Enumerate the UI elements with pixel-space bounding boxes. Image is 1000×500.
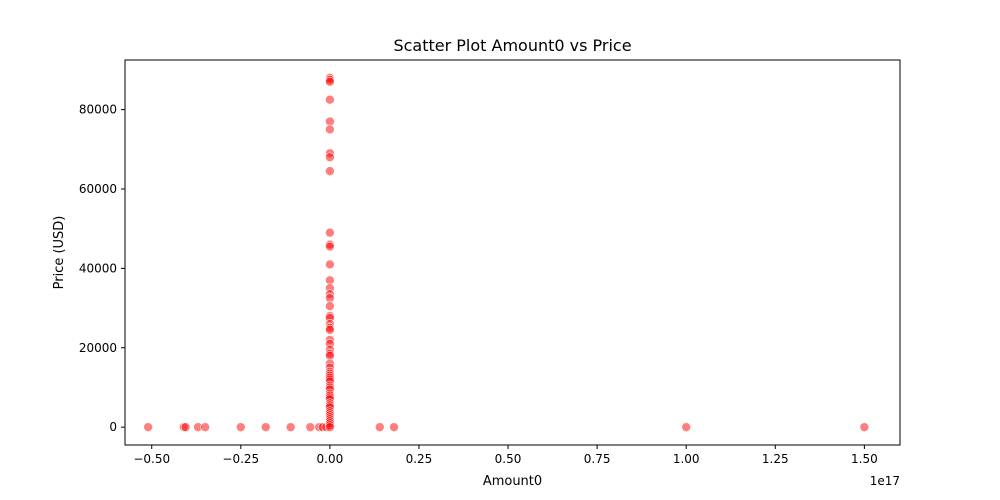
y-tick-label: 80000 bbox=[79, 103, 117, 117]
x-tick-label: 0.50 bbox=[495, 452, 522, 466]
scatter-point bbox=[325, 152, 335, 163]
scatter-point bbox=[325, 77, 335, 87]
scatter-point bbox=[325, 259, 335, 270]
scatter-point bbox=[200, 422, 210, 432]
y-axis-ticks: 0 20000 40000 60000 80000 bbox=[79, 103, 125, 434]
scatter-point bbox=[325, 241, 335, 252]
scatter-point bbox=[389, 422, 399, 432]
y-tick-label: 60000 bbox=[79, 182, 117, 196]
x-tick-label: 0.75 bbox=[584, 452, 611, 466]
scatter-point bbox=[325, 325, 335, 335]
plot-frame bbox=[124, 59, 901, 446]
scatter-point bbox=[305, 422, 316, 432]
scatter-point bbox=[681, 422, 692, 432]
scatter-point bbox=[236, 422, 246, 432]
y-tick-label: 0 bbox=[109, 420, 117, 434]
scatter-point bbox=[285, 422, 296, 432]
scatter-point bbox=[325, 166, 335, 176]
x-tick-label: 0.00 bbox=[317, 452, 344, 466]
x-axis-label: Amount0 bbox=[483, 474, 542, 489]
y-tick-label: 40000 bbox=[79, 261, 117, 275]
scatter-point bbox=[180, 422, 191, 432]
x-axis-ticks: −0.50 −0.25 0.00 0.25 0.50 0.75 1.00 1.25 1.50 bbox=[133, 445, 878, 466]
x-tick-label: 1.50 bbox=[851, 452, 878, 466]
points-layer bbox=[143, 73, 870, 432]
scatter-point bbox=[325, 227, 335, 238]
x-tick-label: −0.50 bbox=[133, 452, 170, 466]
x-tick-label: 1.00 bbox=[673, 452, 700, 466]
x-tick-label: 0.25 bbox=[406, 452, 433, 466]
scatter-point bbox=[374, 422, 385, 432]
chart-title: Scatter Plot Amount0 vs Price bbox=[393, 36, 631, 55]
scatter-point bbox=[260, 422, 271, 432]
y-tick-label: 20000 bbox=[79, 341, 117, 355]
x-axis-offset-label: 1e17 bbox=[870, 474, 900, 488]
scatter-point bbox=[325, 422, 335, 432]
x-tick-label: −0.25 bbox=[222, 452, 259, 466]
scatter-point bbox=[325, 301, 335, 311]
y-axis-label: Price (USD) bbox=[52, 216, 67, 290]
scatter-point bbox=[325, 94, 335, 105]
scatter-point bbox=[325, 124, 335, 135]
scatter-point bbox=[143, 422, 153, 432]
x-tick-label: 1.25 bbox=[762, 452, 789, 466]
scatter-point bbox=[859, 422, 870, 432]
